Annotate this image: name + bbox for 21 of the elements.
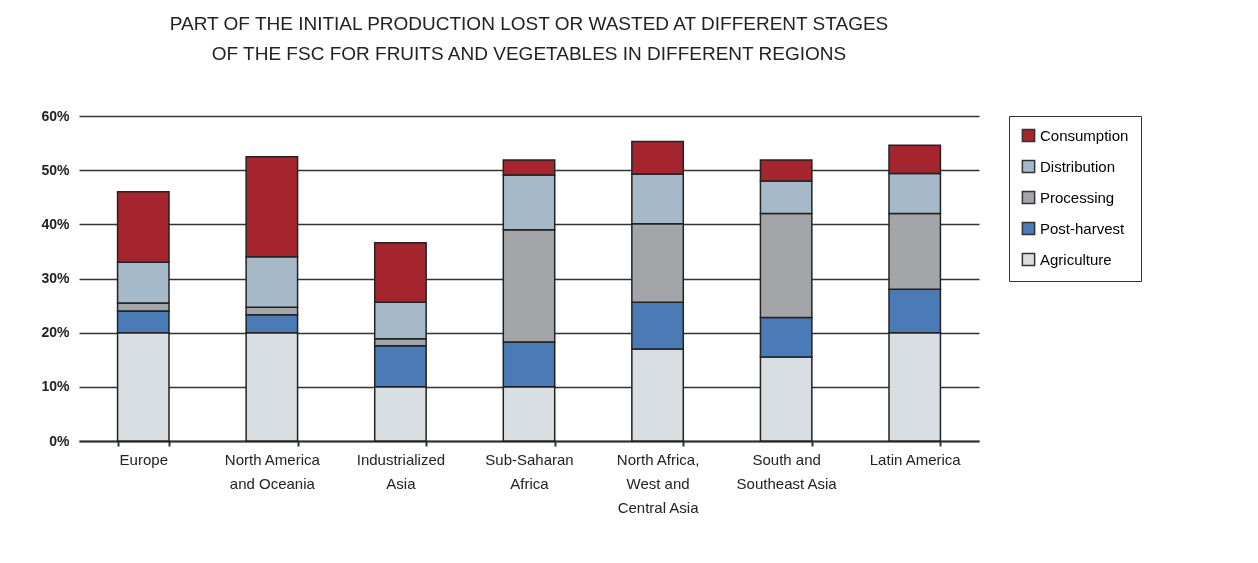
y-tick-label: 0% xyxy=(49,432,71,449)
legend-label: Agriculture xyxy=(1040,250,1112,268)
x-tick-label: South and Southeast Asia xyxy=(736,450,838,492)
y-tick-label: 40% xyxy=(41,215,71,232)
legend-label: Post-harvest xyxy=(1040,219,1126,237)
text: PART OF THE INITIAL PRODUCTION LOST OR WASTED AT DIFFERENT STAGES xyxy=(169,13,889,34)
y-tick-label: 60% xyxy=(41,107,71,124)
x-tick-label: Sub-Saharan Africa xyxy=(485,450,574,492)
legend-label: Consumption xyxy=(1040,126,1129,144)
y-tick-label: 10% xyxy=(41,378,71,395)
legend-label: Distribution xyxy=(1040,157,1116,175)
x-tick-label: Industrialized Asia xyxy=(356,450,446,492)
y-tick-label: 50% xyxy=(41,161,71,178)
x-tick-label: Latin America xyxy=(869,450,962,468)
y-tick-label: 30% xyxy=(41,270,71,286)
x-tick-label: Europe xyxy=(119,450,168,468)
text: OF THE FSC FOR FRUITS AND VEGETABLES IN DIFFERENT REGIONS xyxy=(211,43,847,64)
legend-label: Processing xyxy=(1040,188,1115,206)
x-tick-label: North Africa, West and Central Asia xyxy=(616,450,700,516)
x-tick-label: North America and Oceania xyxy=(224,450,321,492)
y-tick-label: 20% xyxy=(41,324,71,341)
